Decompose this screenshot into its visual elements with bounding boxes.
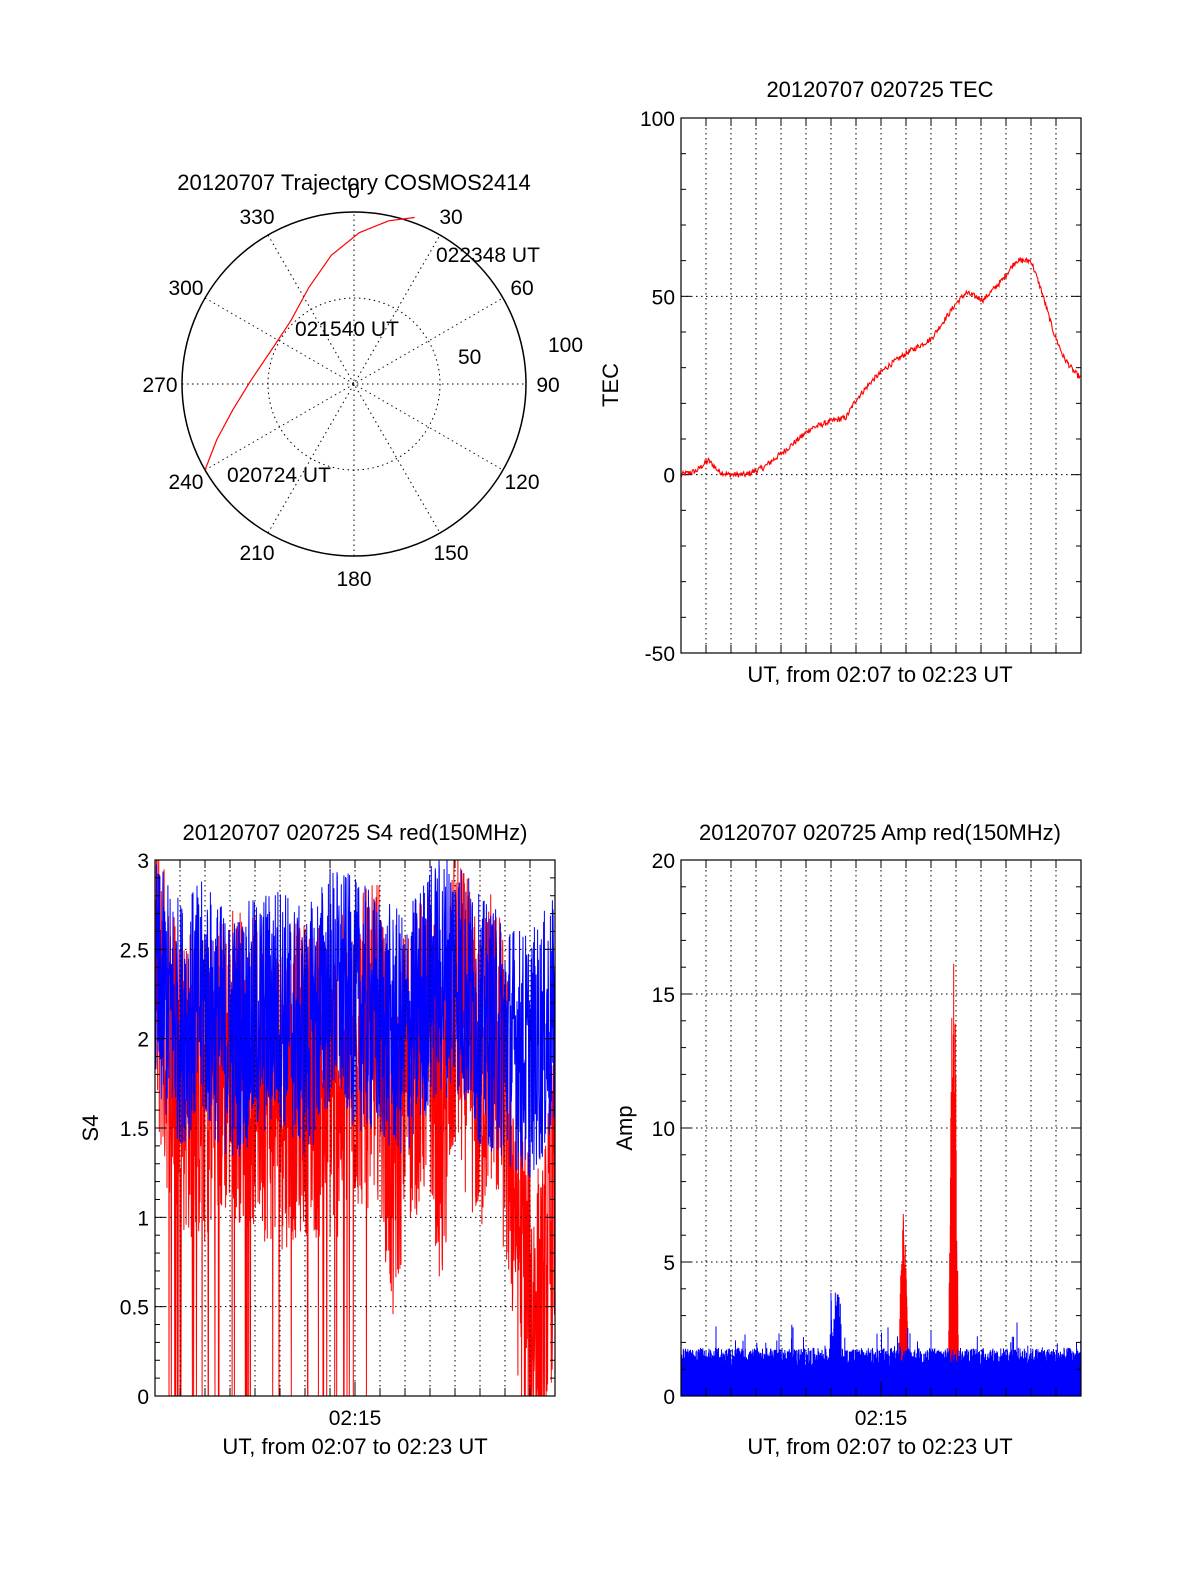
polar-azimuth-label: 0: [348, 180, 360, 203]
s4-xtick-label: 02:15: [329, 1407, 382, 1430]
s4-panel: 20120707 020725 S4 red(150MHz) 0 0.5 1 1.5 2…: [78, 820, 556, 1459]
tec-line: [680, 256, 1082, 478]
s4-red-line: [155, 860, 555, 1396]
tec-series: [680, 256, 1082, 478]
polar-azimuth-label: 150: [433, 542, 468, 565]
amp-blue-signal: [680, 1292, 1082, 1396]
ytick-label: 1: [137, 1207, 149, 1230]
ytick-label: 100: [640, 108, 675, 131]
polar-inner-ring: [267, 297, 441, 471]
ytick-label: 15: [652, 984, 675, 1007]
trajectory-line: [204, 216, 415, 471]
tec-frame: [680, 117, 1082, 654]
amp-frame: [680, 859, 1082, 1397]
amp-panel: 20120707 020725 Amp red(150MHz) 0 5 10 15 20…: [612, 820, 1082, 1459]
polar-radial-label-100: 100: [548, 334, 583, 357]
tec-xlabel: UT, from 02:07 to 02:23 UT: [747, 662, 1012, 687]
ytick-label: -50: [645, 643, 675, 666]
amp-ytick-labels: 0 5 10 15 20: [652, 850, 675, 1409]
tec-ticks: [681, 117, 1081, 654]
tec-title: 20120707 020725 TEC: [766, 77, 993, 102]
ytick-label: 1.5: [120, 1118, 149, 1141]
track-mid-label: 021540 UT: [295, 318, 399, 341]
s4-grid: [155, 860, 555, 1396]
polar-azimuth-label: 270: [142, 374, 177, 397]
amp-ylabel: Amp: [612, 1105, 637, 1150]
ytick-label: 50: [652, 286, 675, 309]
polar-title: 20120707 Trajectory COSMOS2414: [177, 170, 530, 195]
tec-grid: [681, 118, 1081, 653]
polar-radial-label-50: 50: [458, 346, 481, 369]
amp-title: 20120707 020725 Amp red(150MHz): [699, 820, 1061, 845]
polar-azimuth-label: 30: [439, 206, 462, 229]
tec-panel: 20120707 020725 TEC -50 0 50 100 TEC UT, fr…: [598, 77, 1082, 687]
ytick-label: 0.5: [120, 1297, 149, 1320]
s4-ylabel: S4: [78, 1115, 103, 1142]
tec-ytick-labels: -50 0 50 100: [640, 108, 675, 666]
ytick-label: 0: [663, 1386, 675, 1409]
polar-azimuth-label: 240: [168, 471, 203, 494]
s4-frame: [154, 859, 556, 1397]
polar-azimuth-label: 330: [239, 206, 274, 229]
s4-title: 20120707 020725 S4 red(150MHz): [183, 820, 528, 845]
s4-xlabel: UT, from 02:07 to 02:23 UT: [222, 1434, 487, 1459]
polar-azimuth-label: 120: [504, 471, 539, 494]
polar-azimuth-label: 90: [536, 374, 559, 397]
amp-grid: [681, 860, 1081, 1396]
tec-ylabel: TEC: [598, 363, 623, 407]
ytick-label: 10: [652, 1118, 675, 1141]
track-start-label: 020724 UT: [227, 464, 331, 487]
ytick-label: 3: [137, 850, 149, 873]
polar-azimuth-labels: 0 30 60 90 120 150 180 210 240 270 300 330: [142, 180, 559, 591]
polar-azimuth-label: 60: [510, 277, 533, 300]
ytick-label: 0: [137, 1386, 149, 1409]
ytick-label: 20: [652, 850, 675, 873]
ytick-label: 2.5: [120, 939, 149, 962]
polar-plot: [181, 211, 527, 557]
amp-xtick-label: 02:15: [855, 1407, 908, 1430]
s4-ytick-labels: 0 0.5 1 1.5 2 2.5 3: [120, 850, 149, 1409]
ytick-label: 5: [663, 1252, 675, 1275]
track-end-label: 022348 UT: [436, 244, 540, 267]
ytick-label: 0: [663, 465, 675, 488]
polar-azimuth-label: 180: [336, 568, 371, 591]
amp-xlabel: UT, from 02:07 to 02:23 UT: [747, 1434, 1012, 1459]
polar-azimuth-label: 300: [168, 277, 203, 300]
ytick-label: 2: [137, 1029, 149, 1052]
polar-azimuth-label: 210: [239, 542, 274, 565]
polar-trajectory-panel: 20120707 Trajectory COSMOS2414 0 30 60 90 12…: [142, 170, 583, 591]
